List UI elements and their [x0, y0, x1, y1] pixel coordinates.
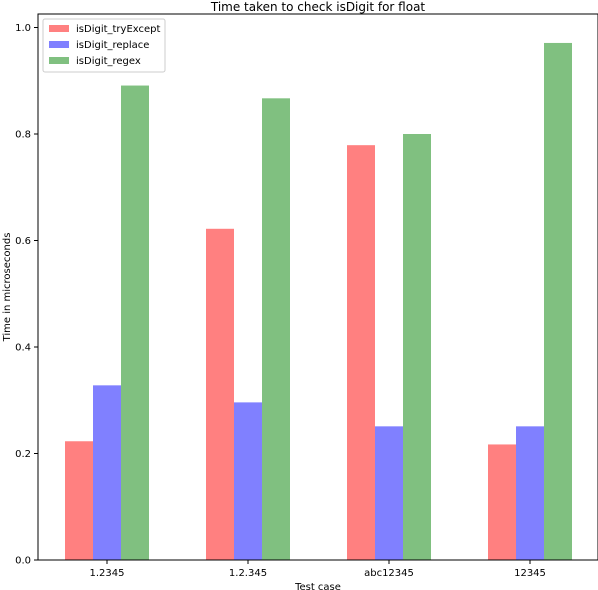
y-axis-title: Time in microseconds: [2, 233, 13, 343]
bar-isDigit_replace-12345: [516, 426, 544, 560]
legend-box: [42, 18, 166, 73]
x-axis-title: Test case: [294, 582, 341, 590]
x-axis: 1.2345 1.2.345 abc12345 12345: [90, 560, 546, 579]
chart-title: Time taken to check isDigit for float: [210, 0, 426, 14]
y-tick-label: 1.0: [15, 23, 31, 34]
legend-label-isDigit_regex: isDigit_regex: [76, 56, 141, 67]
x-tick-label: 12345: [514, 568, 546, 579]
legend-swatch-isDigit_regex: [49, 57, 69, 64]
legend-label-isDigit_replace: isDigit_replace: [76, 40, 149, 51]
x-tick-label: 1.2.345: [229, 568, 267, 579]
bar-isDigit_tryExcept-1.2.345: [206, 228, 234, 561]
x-tick-label: abc12345: [364, 568, 414, 579]
bar-isDigit_replace-1.2345: [93, 385, 121, 560]
y-tick-label: 0.4: [15, 343, 31, 354]
bar-isDigit_tryExcept-1.2345: [65, 441, 93, 560]
legend-swatch-isDigit_replace: [49, 41, 69, 48]
bar-isDigit_tryExcept-12345: [488, 444, 516, 560]
bars-group: [65, 42, 572, 561]
legend-label-isDigit_tryExcept: isDigit_tryExcept: [76, 24, 161, 35]
y-axis: 0.0 0.2 0.4 0.6 0.8 1.0: [15, 23, 38, 567]
x-tick-label: 1.2345: [90, 568, 125, 579]
y-tick-label: 0.6: [15, 236, 31, 247]
bar-isDigit_replace-1.2.345: [234, 402, 262, 560]
bar-isDigit_regex-12345: [544, 42, 572, 560]
y-tick-label: 0.2: [15, 449, 31, 460]
bar-isDigit_regex-1.2.345: [262, 98, 290, 560]
plot-area-frame: [37, 13, 598, 561]
bar-isDigit_regex-abc12345: [403, 134, 431, 560]
legend: isDigit_tryExcept isDigit_replace isDigit_…: [42, 18, 166, 73]
y-tick-label: 0.8: [15, 130, 31, 141]
y-tick-label: 0.0: [15, 556, 31, 567]
bar-isDigit_replace-abc12345: [375, 426, 403, 560]
legend-swatch-isDigit_tryExcept: [49, 25, 69, 32]
bar-isDigit_tryExcept-abc12345: [347, 145, 375, 560]
bar-isDigit_regex-1.2345: [121, 85, 149, 560]
